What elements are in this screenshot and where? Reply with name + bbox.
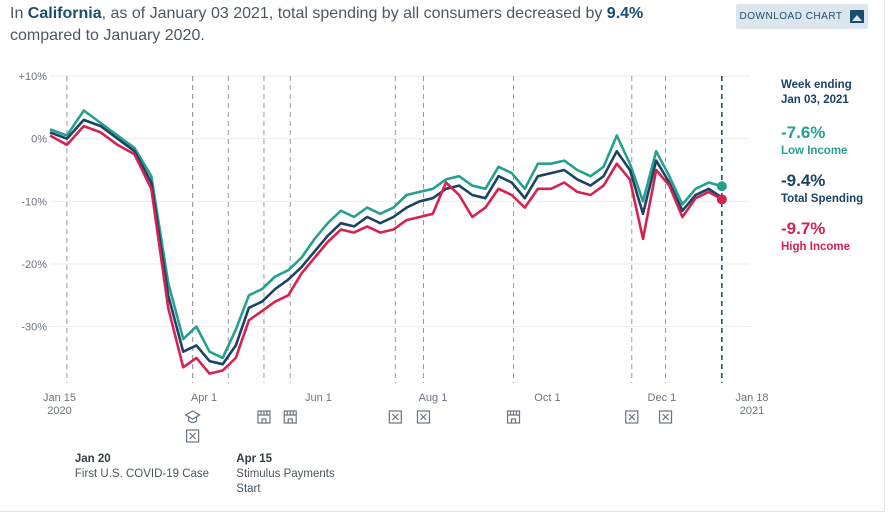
store-icon[interactable] xyxy=(283,410,297,424)
event-description: Start xyxy=(236,483,261,495)
legend-week-ending: Week ending xyxy=(781,79,852,91)
closed-icon-cross xyxy=(662,413,669,421)
y-tick-label: -20% xyxy=(21,259,47,271)
headline-prefix: In xyxy=(10,5,28,22)
y-tick-label: 0% xyxy=(31,134,47,146)
x-tick-label: Oct 1 xyxy=(534,392,560,404)
x-tick-label: 2020 xyxy=(47,405,71,417)
x-tick-label: Jun 1 xyxy=(305,392,332,404)
closed-icon[interactable] xyxy=(388,410,402,424)
legend-label-total: Total Spending xyxy=(781,193,863,205)
image-icon xyxy=(850,10,865,23)
legend-label-high: High Income xyxy=(781,241,850,253)
closed-icon-box xyxy=(186,429,200,443)
x-tick-label: Aug 1 xyxy=(419,392,448,404)
event-description: Stimulus Payments xyxy=(236,468,335,480)
event-title: Jan 20 xyxy=(75,453,111,465)
headline-suffix: compared to January 2020. xyxy=(10,27,205,44)
store-icon-awning xyxy=(257,411,270,423)
legend-value-low: -7.6% xyxy=(781,123,825,142)
school-icon-cap xyxy=(184,410,201,424)
series-line-low xyxy=(49,109,723,360)
store-icon-awning xyxy=(284,411,297,423)
series-line-total xyxy=(49,118,723,366)
closed-icon-box xyxy=(388,410,402,424)
closed-icon-cross xyxy=(420,413,427,421)
closed-icon-cross xyxy=(628,413,636,421)
store-icon[interactable] xyxy=(257,410,271,424)
legend-label-low: Low Income xyxy=(781,145,847,157)
closed-icon[interactable] xyxy=(658,410,673,424)
store-icon[interactable] xyxy=(506,410,521,424)
series-line-high xyxy=(49,124,723,375)
headline-middle: , as of January 03 2021, total spending … xyxy=(101,5,607,22)
closed-icon-box xyxy=(625,410,639,424)
headline-state: California xyxy=(27,5,102,22)
x-tick-label: 2021 xyxy=(740,405,764,417)
closed-icon-cross xyxy=(391,413,399,421)
download-chart-button[interactable]: DOWNLOAD CHART xyxy=(736,4,868,29)
download-chart-label: DOWNLOAD CHART xyxy=(739,11,843,22)
headline-change: 9.4% xyxy=(606,5,644,22)
x-tick-label: Dec 1 xyxy=(648,392,677,404)
legend-value-total: -9.4% xyxy=(781,171,825,190)
y-tick-label: +10% xyxy=(19,71,48,83)
y-tick-label: -10% xyxy=(21,196,47,208)
series-point-high xyxy=(716,194,727,205)
y-tick-label: -30% xyxy=(21,322,47,334)
closed-icon-box xyxy=(658,410,673,424)
legend-week-date: Jan 03, 2021 xyxy=(781,94,849,106)
closed-icon-cross xyxy=(189,432,197,440)
closed-icon[interactable] xyxy=(186,429,200,443)
event-title: Apr 15 xyxy=(236,453,272,465)
headline: In California, as of January 03 2021, to… xyxy=(10,3,650,47)
series-point-low xyxy=(716,181,727,192)
legend-value-high: -9.7% xyxy=(781,219,825,238)
school-icon[interactable] xyxy=(184,410,201,424)
closed-icon[interactable] xyxy=(625,410,639,424)
x-tick-label: Jan 18 xyxy=(735,392,768,404)
closed-icon-box xyxy=(416,410,431,424)
x-tick-label: Apr 1 xyxy=(191,392,217,404)
store-icon-awning xyxy=(507,411,520,423)
event-description: First U.S. COVID-19 Case xyxy=(75,468,209,480)
closed-icon[interactable] xyxy=(416,410,431,424)
x-tick-label: Jan 15 xyxy=(43,392,76,404)
